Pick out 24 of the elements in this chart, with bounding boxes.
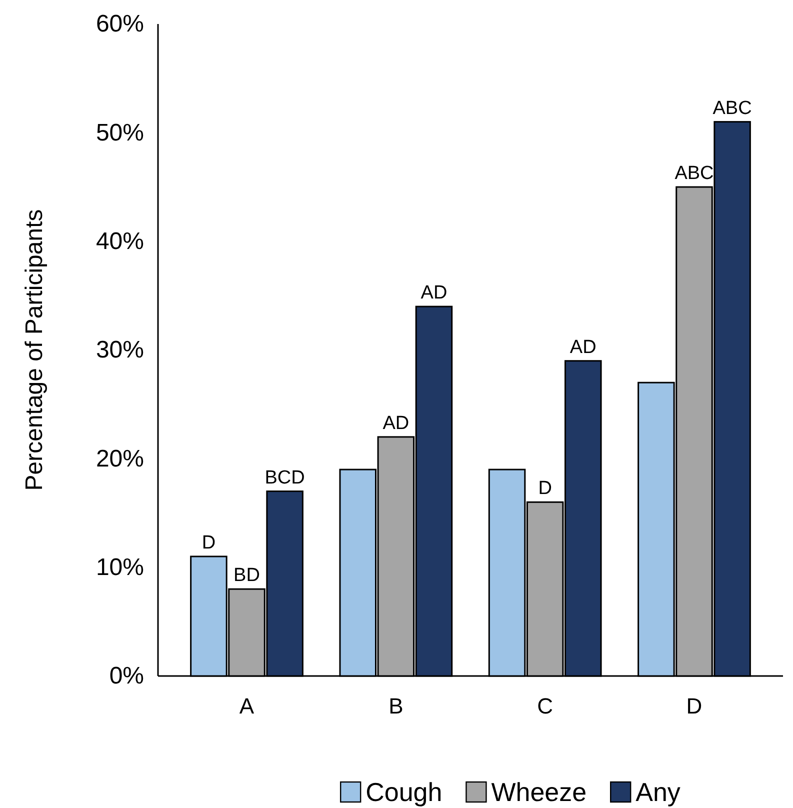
x-tick-label: C <box>537 694 554 719</box>
y-tick-label: 40% <box>96 228 144 256</box>
legend-label: Cough <box>366 777 442 807</box>
x-tick-label: A <box>239 694 254 719</box>
y-tick-label: 50% <box>96 119 144 146</box>
y-tick-label: 20% <box>96 445 144 472</box>
data-label: D <box>202 532 216 554</box>
y-tick-label: 0% <box>109 662 144 690</box>
data-label: AD <box>570 336 596 358</box>
legend-label: Any <box>636 777 680 807</box>
data-label: AD <box>382 412 410 434</box>
data-label: BCD <box>264 467 305 488</box>
y-axis-title: Percentage of Participants <box>21 209 48 491</box>
y-tick-label: 60% <box>96 10 144 38</box>
x-tick-label: D <box>686 694 702 719</box>
x-tick-label: B <box>388 694 404 719</box>
y-tick-label: 30% <box>96 336 144 364</box>
data-label: ABC <box>674 163 714 184</box>
data-label: D <box>538 478 552 500</box>
data-label: AD <box>420 282 448 304</box>
legend-label: Wheeze <box>491 777 587 807</box>
y-tick-label: 10% <box>96 554 144 582</box>
data-label: ABC <box>712 98 752 119</box>
data-label: BD <box>234 565 260 586</box>
